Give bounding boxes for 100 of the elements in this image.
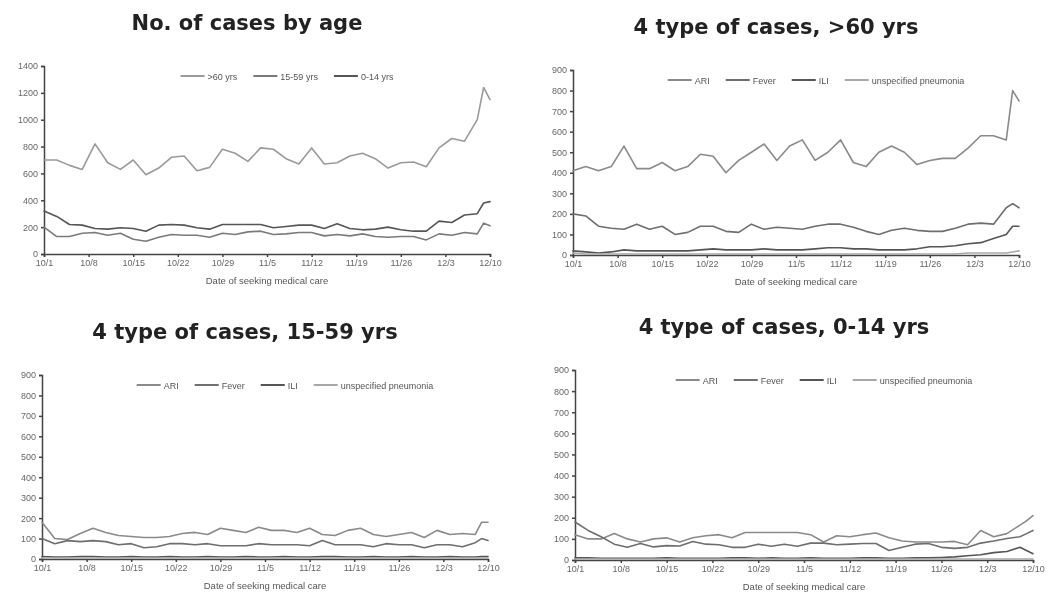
- y-tick-label: 500: [553, 449, 569, 460]
- x-tick-label: 10/15: [655, 564, 679, 575]
- y-tick-label: 200: [553, 513, 569, 524]
- line-series: [572, 225, 1020, 254]
- y-tick-label: 300: [551, 188, 567, 199]
- y-tick-label: 100: [20, 533, 36, 544]
- legend-label: ARI: [163, 380, 179, 391]
- x-tick-label: 10/22: [701, 564, 725, 575]
- y-tick-label: 0: [32, 249, 38, 260]
- x-tick-label: 11/5: [259, 258, 276, 269]
- y-tick-label: 1000: [17, 115, 38, 126]
- x-tick-label: 11/5: [257, 563, 274, 574]
- x-tick-label: 10/29: [740, 259, 764, 270]
- x-tick-label: 10/15: [651, 259, 674, 270]
- x-tick-label: 11/12: [830, 259, 853, 270]
- y-tick-label: 300: [20, 493, 36, 504]
- y-tick-label: 600: [553, 428, 569, 439]
- x-tick-label: 11/26: [390, 258, 413, 269]
- line-series: [41, 521, 489, 541]
- y-tick-label: 700: [553, 407, 569, 418]
- y-tick-label: 400: [553, 470, 569, 481]
- legend-label: ILI: [287, 380, 298, 391]
- legend-label: unspecified pneumonia: [871, 75, 965, 86]
- x-tick-label: 10/22: [165, 563, 188, 574]
- legend-label: Fever: [221, 380, 245, 391]
- x-tick-label: 11/5: [788, 259, 805, 270]
- y-tick-label: 700: [551, 106, 567, 117]
- y-tick-label: 500: [20, 452, 36, 463]
- y-tick-label: 100: [553, 534, 569, 545]
- line-series: [43, 222, 491, 243]
- legend-label: ARI: [694, 75, 710, 86]
- legend-label: ILI: [818, 75, 829, 86]
- line-series: [572, 202, 1020, 236]
- line-series: [574, 514, 1034, 546]
- x-tick-label: 12/3: [437, 258, 455, 269]
- x-tick-label: 10/1: [566, 564, 585, 575]
- y-tick-label: 800: [553, 386, 569, 397]
- y-tick-label: 800: [20, 390, 36, 401]
- chart-title: 4 type of cases, 15-59 yrs: [92, 320, 398, 344]
- x-tick-label: 10/1: [35, 258, 54, 269]
- y-tick-label: 900: [553, 365, 569, 376]
- x-tick-label: 11/19: [885, 564, 908, 575]
- x-tick-label: 10/8: [80, 258, 98, 269]
- legend-label: 15-59 yrs: [280, 71, 319, 82]
- x-tick-label: 10/29: [211, 258, 235, 269]
- x-tick-label: 10/1: [33, 563, 52, 574]
- y-tick-label: 600: [20, 431, 36, 442]
- y-tick-label: 700: [20, 411, 36, 422]
- y-tick-label: 400: [20, 472, 36, 483]
- y-tick-label: 1400: [17, 61, 38, 72]
- x-tick-label: 12/3: [966, 259, 984, 270]
- legend-label: unspecified pneumonia: [879, 375, 973, 386]
- line-series: [41, 537, 489, 549]
- legend-label: Fever: [760, 375, 784, 386]
- x-tick-label: 12/3: [435, 563, 453, 574]
- x-tick-label: 12/10: [1008, 259, 1031, 270]
- x-axis-title: Date of seeking medical care: [734, 276, 858, 287]
- legend-label: ILI: [826, 375, 837, 386]
- x-tick-label: 10/8: [612, 564, 631, 575]
- line-series: [43, 200, 491, 232]
- y-tick-label: 0: [563, 555, 569, 566]
- legend-label: unspecified pneumonia: [340, 380, 434, 391]
- x-tick-label: 10/15: [122, 258, 145, 269]
- x-tick-label: 11/12: [839, 564, 862, 575]
- y-tick-label: 400: [551, 168, 567, 179]
- x-tick-label: 11/26: [919, 259, 942, 270]
- y-tick-label: 400: [22, 195, 38, 206]
- x-tick-label: 11/19: [343, 563, 366, 574]
- x-tick-label: 10/1: [564, 259, 583, 270]
- y-tick-label: 0: [561, 250, 567, 261]
- y-tick-label: 900: [551, 65, 567, 76]
- y-tick-label: 300: [553, 492, 569, 503]
- line-series: [43, 86, 491, 176]
- x-axis-title: Date of seeking medical care: [203, 580, 327, 591]
- y-tick-label: 1200: [17, 88, 38, 99]
- x-tick-label: 10/22: [696, 259, 719, 270]
- x-tick-label: 12/10: [477, 563, 500, 574]
- x-tick-label: 10/15: [120, 563, 143, 574]
- x-tick-label: 10/8: [609, 259, 627, 270]
- y-tick-label: 600: [22, 168, 38, 179]
- x-tick-label: 11/26: [930, 564, 953, 575]
- y-tick-label: 200: [22, 222, 38, 233]
- x-tick-label: 10/8: [78, 563, 96, 574]
- x-tick-label: 10/29: [747, 564, 770, 575]
- x-tick-label: 11/26: [388, 563, 411, 574]
- x-tick-label: 11/12: [299, 563, 322, 574]
- y-tick-label: 900: [20, 370, 36, 381]
- legend-label: >60 yrs: [207, 71, 238, 82]
- x-tick-label: 11/5: [796, 564, 813, 575]
- y-tick-label: 0: [30, 554, 36, 565]
- x-tick-label: 11/19: [874, 259, 897, 270]
- x-tick-label: 11/12: [301, 258, 324, 269]
- x-tick-label: 12/10: [1022, 564, 1045, 575]
- x-tick-label: 10/29: [209, 563, 233, 574]
- x-tick-label: 12/3: [978, 564, 997, 575]
- x-tick-label: 12/10: [479, 258, 502, 269]
- chart-title: No. of cases by age: [131, 11, 363, 35]
- y-tick-label: 200: [20, 513, 36, 524]
- y-tick-label: 800: [551, 85, 567, 96]
- y-tick-label: 200: [551, 209, 567, 220]
